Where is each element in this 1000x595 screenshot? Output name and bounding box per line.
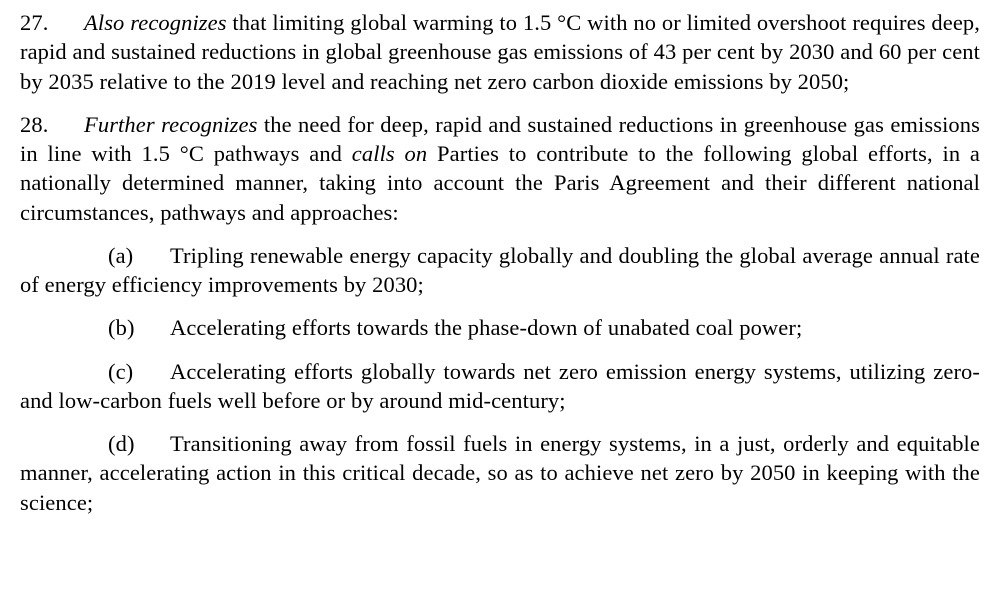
- subitem-letter: (d): [108, 429, 170, 458]
- subitem-letter: (b): [108, 313, 170, 342]
- subitem-c: (c)Accelerating efforts globally towards…: [20, 357, 980, 416]
- subitem-text: Accelerating efforts towards the phase-d…: [170, 315, 802, 340]
- operative-phrase: Also recognizes: [84, 10, 227, 35]
- subitem-letter: (c): [108, 357, 170, 386]
- operative-phrase: Further recognizes: [84, 112, 257, 137]
- para-number: 27.: [20, 8, 84, 37]
- para-number: 28.: [20, 110, 84, 139]
- subitem-d: (d)Transitioning away from fossil fuels …: [20, 429, 980, 517]
- paragraph-27: 27.Also recognizes that limiting global …: [20, 8, 980, 96]
- document-page: 27.Also recognizes that limiting global …: [0, 0, 1000, 595]
- subitem-letter: (a): [108, 241, 170, 270]
- calls-on-phrase: calls on: [352, 141, 427, 166]
- subitem-a: (a)Tripling renewable energy capacity gl…: [20, 241, 980, 300]
- paragraph-28: 28.Further recognizes the need for deep,…: [20, 110, 980, 227]
- subitem-b: (b)Accelerating efforts towards the phas…: [20, 313, 980, 342]
